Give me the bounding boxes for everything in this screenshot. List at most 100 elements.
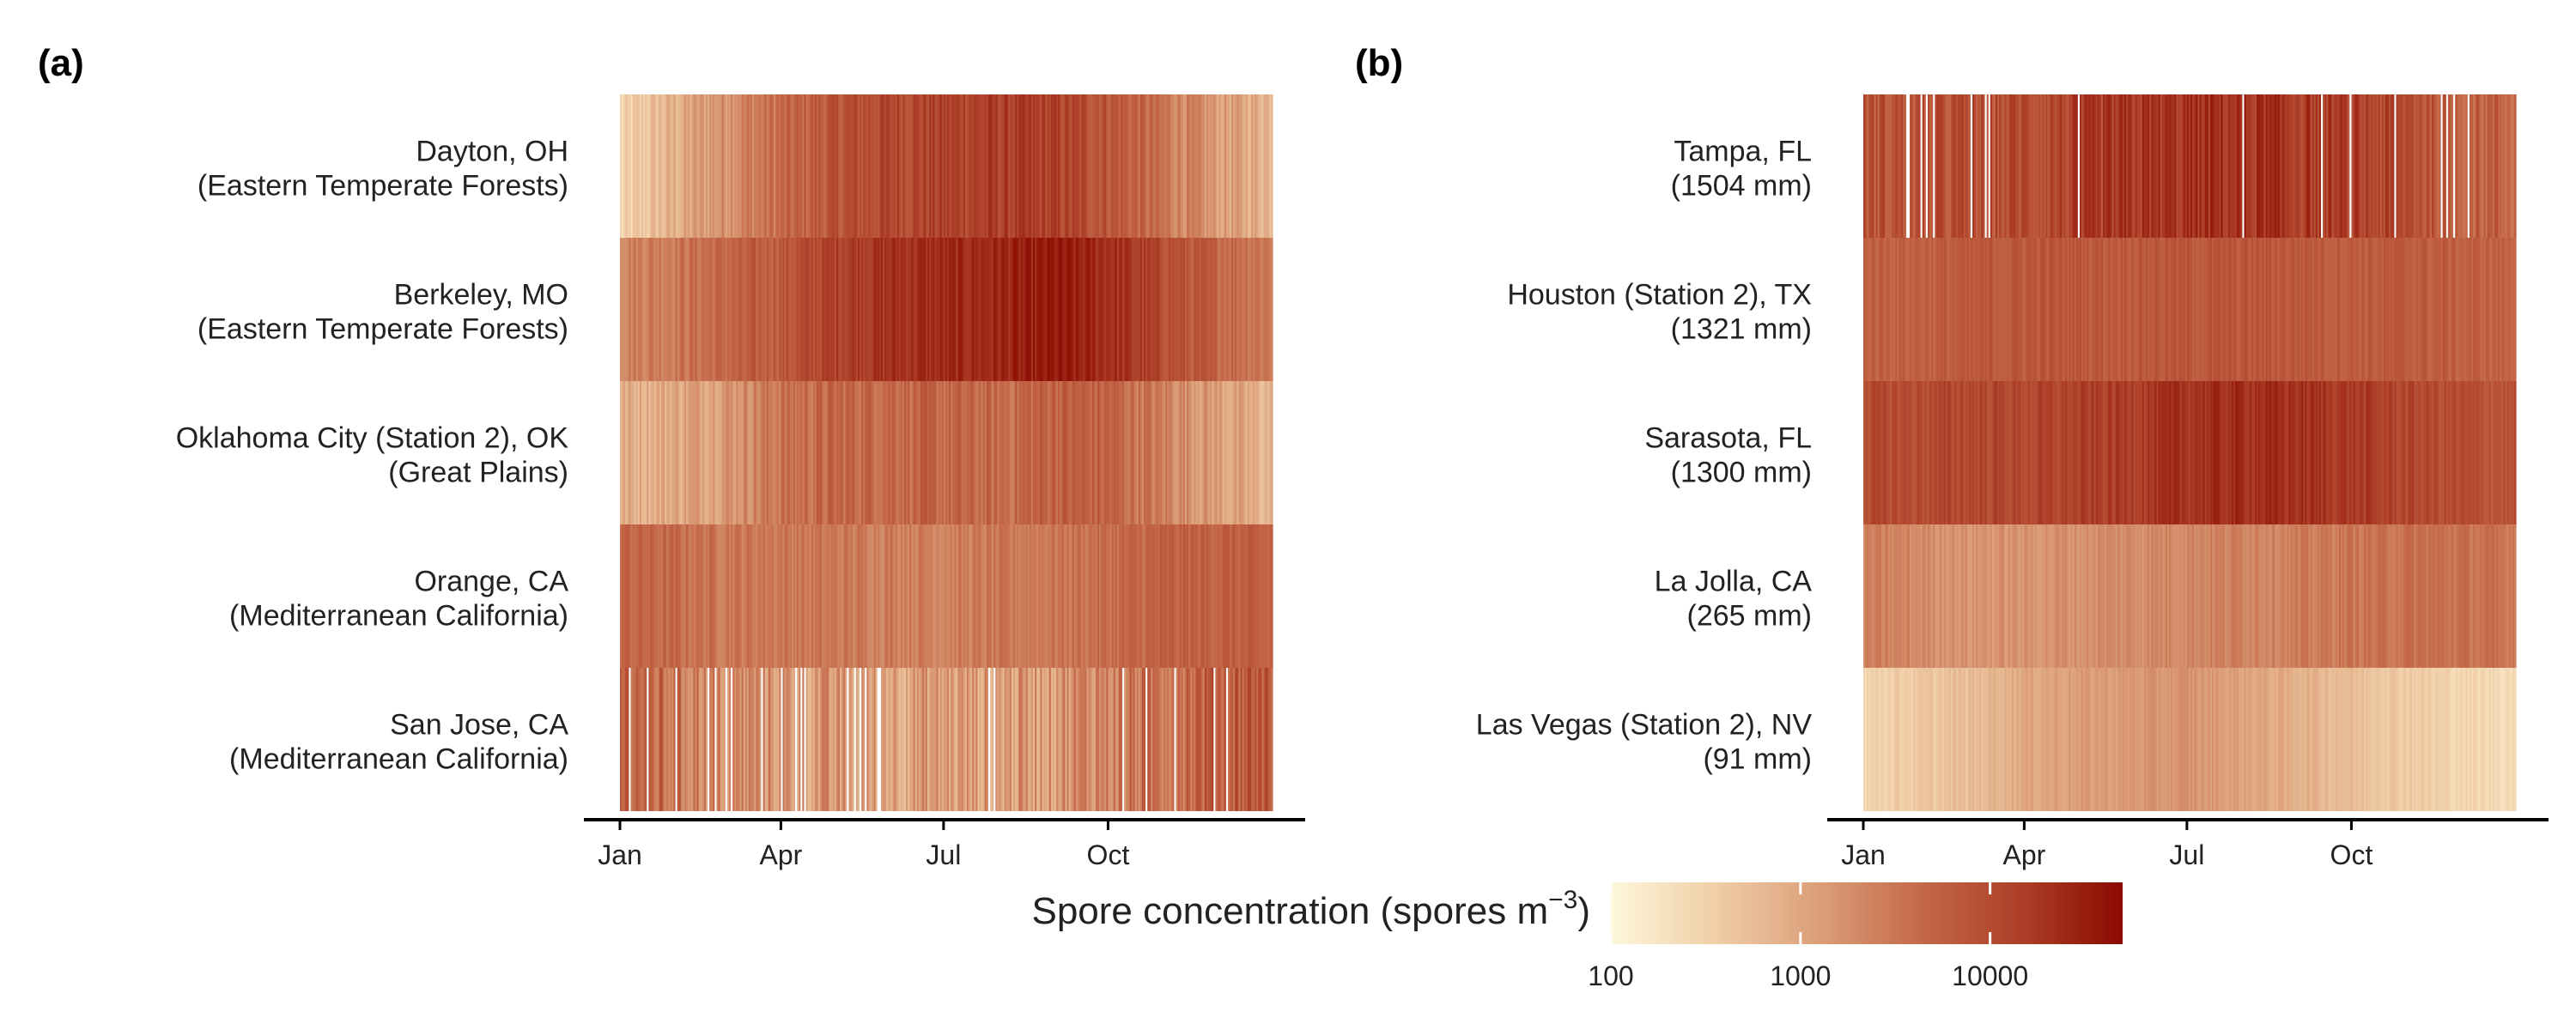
heatmap-cell — [703, 668, 707, 811]
heatmap-cell — [2142, 238, 2145, 381]
heatmap-cell — [1997, 94, 2000, 238]
heatmap-cell — [744, 238, 748, 381]
heatmap-cell — [2312, 94, 2315, 238]
heatmap-cell — [1054, 381, 1057, 524]
heatmap-cell — [2074, 238, 2077, 381]
heatmap-cell — [2184, 238, 2188, 381]
heatmap-cell — [2269, 238, 2272, 381]
heatmap-cell — [1190, 94, 1193, 238]
heatmap-cell — [652, 668, 655, 811]
heatmap-cell — [949, 238, 951, 381]
heatmap-cell — [1948, 94, 1952, 238]
heatmap-cell — [1256, 238, 1259, 381]
heatmap-cell — [2361, 668, 2365, 811]
heatmap-cell — [2083, 238, 2086, 381]
heatmap-cell — [2090, 238, 2093, 381]
heatmap-cell — [2262, 668, 2265, 811]
heatmap-cell — [2512, 524, 2515, 668]
heatmap-cell — [2360, 94, 2363, 238]
heatmap-cell — [1145, 238, 1148, 381]
heatmap-cell — [754, 668, 756, 811]
heatmap-cell — [645, 381, 647, 524]
heatmap-cell — [1240, 94, 1243, 238]
heatmap-cell — [2017, 524, 2020, 668]
heatmap-cell — [2470, 668, 2474, 811]
heatmap-cell — [2131, 94, 2135, 238]
heatmap-cell — [2351, 238, 2354, 381]
heatmap-cell — [870, 238, 873, 381]
heatmap-cell — [2192, 94, 2195, 238]
heatmap-cell — [2031, 381, 2034, 524]
heatmap-cell — [2437, 94, 2440, 238]
heatmap-cell — [812, 668, 816, 811]
heatmap-cell — [2026, 524, 2029, 668]
heatmap-cell — [2161, 668, 2165, 811]
heatmap-cell — [1951, 94, 1953, 238]
heatmap-cell — [639, 524, 642, 668]
heatmap-cell — [2151, 381, 2154, 524]
heatmap-cell — [2340, 94, 2343, 238]
heatmap-cell — [918, 238, 921, 381]
heatmap-cell — [1176, 524, 1179, 668]
heatmap-cell — [1174, 381, 1177, 524]
heatmap-cell — [2512, 668, 2515, 811]
heatmap-cell — [2249, 668, 2252, 811]
heatmap-cell — [1084, 381, 1088, 524]
heatmap-cell — [931, 668, 933, 811]
heatmap-cell — [883, 381, 885, 524]
heatmap-cell — [1870, 524, 1874, 668]
heatmap-cell — [2233, 381, 2236, 524]
heatmap-cell — [1184, 238, 1188, 381]
heatmap-cell — [1888, 381, 1891, 524]
heatmap-cell — [2063, 381, 2066, 524]
heatmap-cell — [981, 238, 984, 381]
heatmap-cell — [2455, 668, 2458, 811]
heatmap-cell — [1157, 94, 1161, 238]
heatmap-cell — [1893, 668, 1897, 811]
heatmap-cell — [2237, 94, 2239, 238]
heatmap-cell — [1122, 94, 1125, 238]
heatmap-cell — [1060, 238, 1062, 381]
heatmap-cell — [1994, 524, 1996, 668]
heatmap-cell — [1954, 238, 1957, 381]
heatmap-cell — [1231, 238, 1234, 381]
heatmap-cell — [1129, 668, 1133, 811]
heatmap-cell — [746, 524, 750, 668]
heatmap-cell — [1936, 524, 1940, 668]
heatmap-cell — [2176, 94, 2179, 238]
heatmap-cell — [827, 668, 830, 811]
heatmap-cell — [1927, 381, 1930, 524]
heatmap-cell — [671, 238, 675, 381]
heatmap-cell — [963, 381, 966, 524]
heatmap-cell — [799, 381, 801, 524]
heatmap-cell — [1261, 238, 1265, 381]
heatmap-cell — [2374, 94, 2378, 238]
heatmap-cell — [1951, 524, 1953, 668]
heatmap-cell — [987, 94, 991, 238]
heatmap-cell — [2255, 524, 2257, 668]
heatmap-cell — [1880, 238, 1884, 381]
heatmap-cell — [2165, 524, 2168, 668]
heatmap-cell — [1875, 668, 1879, 811]
heatmap-cell — [2206, 238, 2209, 381]
heatmap-cell — [632, 94, 635, 238]
heatmap-cell — [2252, 94, 2256, 238]
heatmap-cell — [2360, 238, 2363, 381]
heatmap-cell — [2473, 381, 2476, 524]
heatmap-cell — [2414, 238, 2416, 381]
heatmap-cell — [959, 668, 963, 811]
heatmap-cell — [2131, 238, 2135, 381]
heatmap-cell — [893, 524, 896, 668]
heatmap-cell — [746, 668, 750, 811]
heatmap-cell — [774, 94, 776, 238]
heatmap-cell — [1882, 668, 1886, 811]
heatmap-cell — [696, 524, 700, 668]
heatmap-cell — [999, 94, 1002, 238]
heatmap-cell — [1268, 524, 1272, 668]
heatmap-cell — [1177, 524, 1181, 668]
heatmap-cell — [1113, 238, 1116, 381]
heatmap-cell — [761, 94, 764, 238]
heatmap-cell — [875, 668, 878, 811]
heatmap-cell — [857, 94, 860, 238]
heatmap-cell — [1188, 94, 1191, 238]
